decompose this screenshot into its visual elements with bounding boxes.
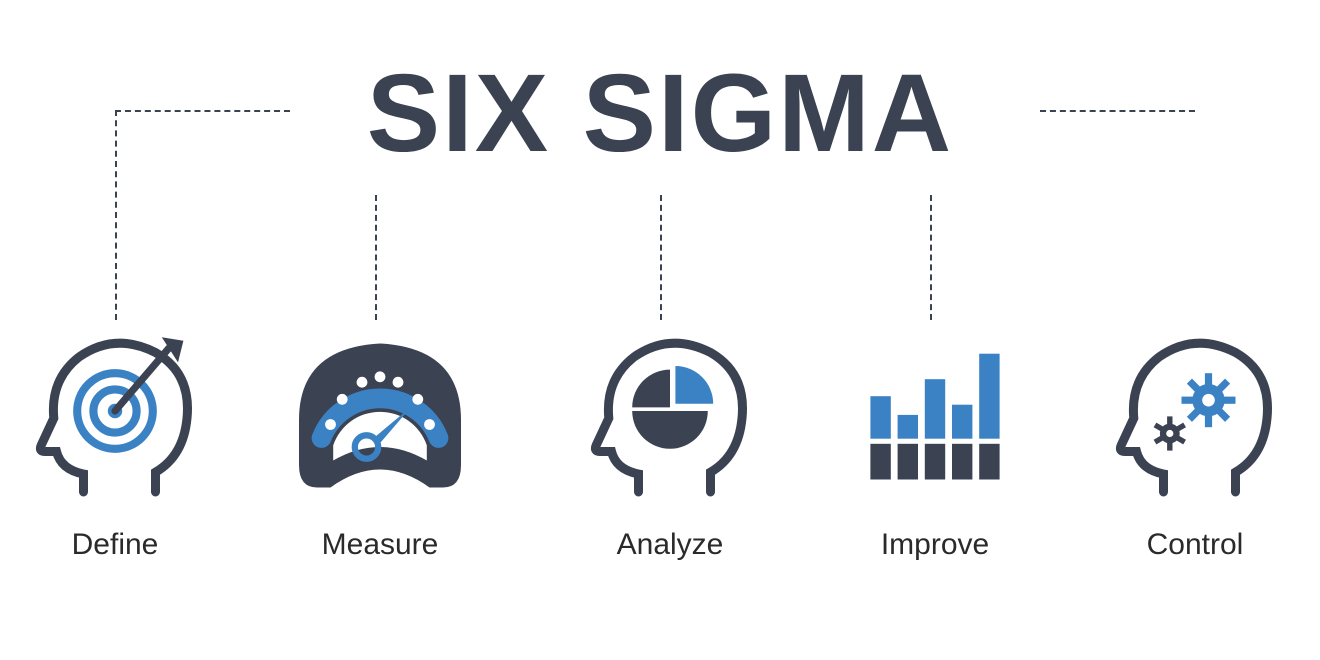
connector-right bbox=[1040, 110, 1195, 320]
bars-icon bbox=[845, 330, 1025, 510]
connector-v1 bbox=[375, 195, 377, 320]
label-measure: Measure bbox=[322, 528, 439, 562]
label-control: Control bbox=[1147, 528, 1244, 562]
label-analyze: Analyze bbox=[617, 528, 724, 562]
connector-v3 bbox=[930, 195, 932, 320]
main-title: SIX SIGMA bbox=[367, 50, 953, 177]
head-target-icon bbox=[25, 330, 205, 510]
gauge-icon bbox=[290, 330, 470, 510]
item-measure: Measure bbox=[290, 330, 470, 562]
head-pie-icon bbox=[580, 330, 760, 510]
label-define: Define bbox=[72, 528, 159, 562]
item-control: Control bbox=[1105, 330, 1285, 562]
head-gears-icon bbox=[1105, 330, 1285, 510]
item-define: Define bbox=[25, 330, 205, 562]
item-improve: Improve bbox=[845, 330, 1025, 562]
label-improve: Improve bbox=[881, 528, 989, 562]
item-analyze: Analyze bbox=[580, 330, 760, 562]
connector-v2 bbox=[660, 195, 662, 320]
connector-left bbox=[115, 110, 290, 320]
